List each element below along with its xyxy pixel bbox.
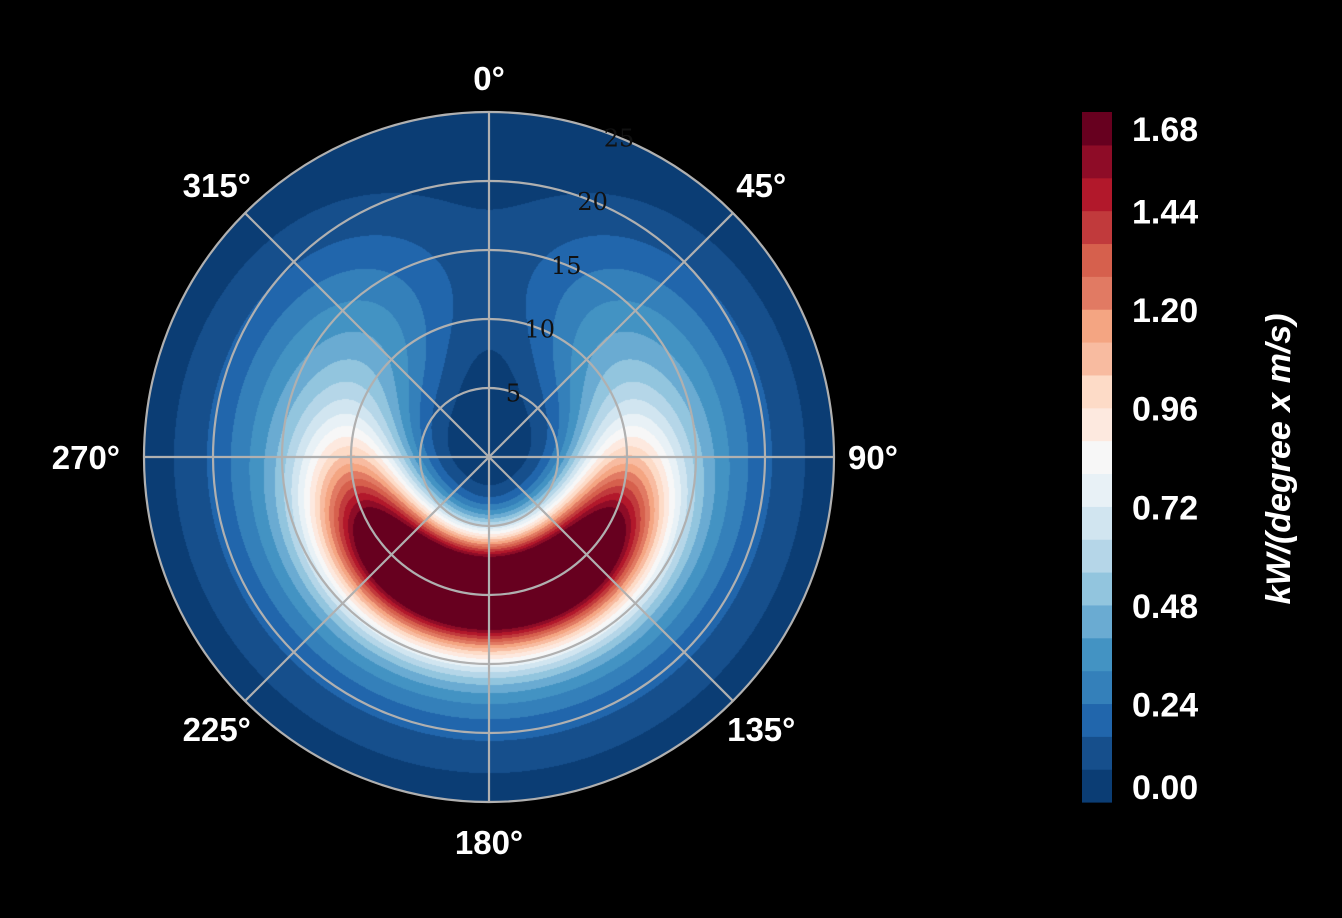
angle-tick-label: 90° [848, 439, 898, 476]
angular-gridline-45 [488, 212, 734, 458]
radial-tick-label: 5 [506, 379, 521, 407]
colorbar-tick-label: 1.68 [1132, 111, 1198, 149]
colorbar-band [1082, 210, 1112, 245]
colorbar-band [1082, 144, 1112, 179]
colorbar-bands [1082, 112, 1112, 803]
colorbar-band [1082, 539, 1112, 573]
angular-gridline-225 [244, 456, 490, 702]
colorbar-tick-labels: 0.00 0.24 0.48 0.72 0.96 1.20 1.44 1.68 [1132, 111, 1198, 807]
colorbar-band [1082, 572, 1112, 606]
radial-tick-label: 15 [551, 252, 582, 280]
colorbar-tick-label: 0.00 [1132, 769, 1198, 807]
colorbar-tick-label: 0.72 [1132, 489, 1198, 527]
colorbar-band [1082, 177, 1112, 212]
colorbar-tick-label: 0.48 [1132, 588, 1198, 626]
angular-gridline-135 [488, 456, 734, 702]
colorbar-band [1082, 342, 1112, 376]
colorbar-band [1082, 407, 1112, 442]
colorbar: 0.00 0.24 0.48 0.72 0.96 1.20 1.44 1.68 kW/(deg… [1082, 111, 1298, 807]
angle-tick-label: 270° [52, 439, 120, 476]
angle-tick-label: 225° [183, 711, 251, 748]
angle-tick-label: 180° [455, 824, 523, 861]
colorbar-band [1082, 736, 1112, 770]
radial-tick-label: 10 [525, 316, 556, 344]
angle-tick-label: 135° [727, 711, 795, 748]
colorbar-band [1082, 243, 1112, 277]
colorbar-band [1082, 506, 1112, 540]
colorbar-band [1082, 670, 1112, 705]
polar-plot-area: 5 10 15 20 25 0° 45° 90° 135° 180° 225° 270° 315° [52, 60, 898, 861]
colorbar-band [1082, 769, 1112, 803]
angle-tick-label: 315° [183, 167, 251, 204]
colorbar-band [1082, 703, 1112, 737]
colorbar-band [1082, 374, 1112, 409]
colorbar-band [1082, 473, 1112, 507]
colorbar-band [1082, 276, 1112, 310]
colorbar-tick-label: 1.20 [1132, 292, 1198, 330]
colorbar-tick-label: 0.96 [1132, 391, 1198, 429]
colorbar-band [1082, 309, 1112, 343]
colorbar-band [1082, 440, 1112, 475]
colorbar-band [1082, 112, 1112, 146]
colorbar-band [1082, 604, 1112, 639]
radial-tick-labels: 5 10 15 20 25 [506, 124, 635, 407]
radial-tick-label: 25 [604, 124, 635, 152]
colorbar-band [1082, 637, 1112, 672]
angle-tick-labels: 0° 45° 90° 135° 180° 225° 270° 315° [52, 60, 898, 861]
radial-tick-label: 20 [577, 188, 608, 216]
angle-tick-label: 45° [736, 167, 786, 204]
colorbar-tick-label: 0.24 [1132, 686, 1198, 724]
angle-tick-label: 0° [473, 60, 505, 97]
polar-grid [142, 110, 836, 804]
angular-gridline-315 [244, 212, 490, 458]
colorbar-title: kW/(degree x m/s) [1260, 314, 1298, 605]
colorbar-tick-label: 1.44 [1132, 194, 1198, 232]
